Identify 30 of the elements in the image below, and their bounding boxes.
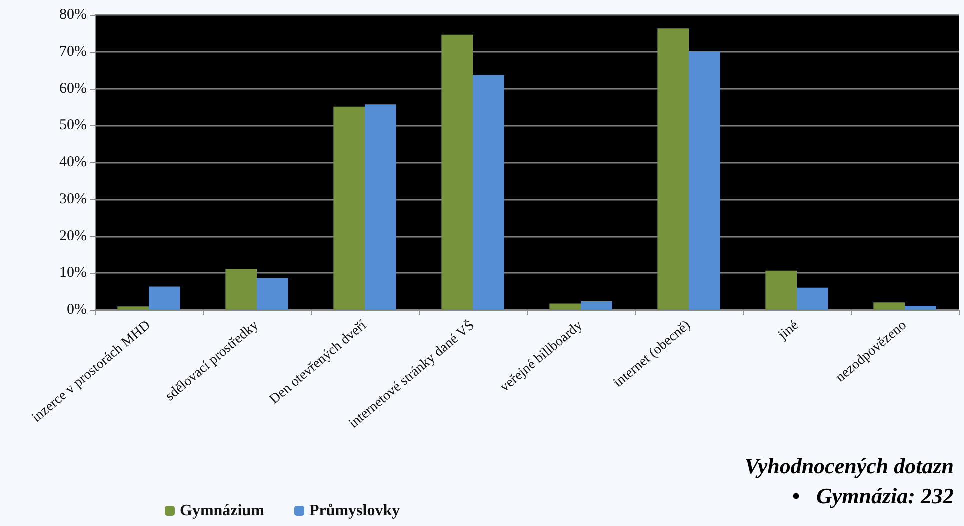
bar: [689, 52, 720, 310]
y-tick-label: 0%: [67, 302, 87, 318]
y-tick-label: 40%: [60, 154, 87, 170]
bar: [442, 34, 473, 310]
bar: [257, 278, 288, 310]
y-tick-label: 10%: [60, 265, 87, 282]
x-tick-label: jiné: [775, 318, 802, 344]
y-tick-label: 70%: [60, 44, 87, 60]
y-tick-label: 60%: [60, 80, 87, 97]
y-tick-label: 80%: [60, 7, 87, 23]
bar: [658, 28, 689, 310]
bar: [797, 288, 828, 310]
bar: [118, 306, 149, 310]
y-tick-label: 30%: [60, 191, 87, 208]
bar: [473, 75, 504, 310]
bar: [581, 302, 612, 310]
bar: [905, 306, 936, 310]
legend-label: Gymnázium: [180, 502, 266, 520]
bar: [334, 106, 365, 310]
y-tick-label: 50%: [60, 118, 87, 134]
bar: [149, 286, 180, 310]
y-tick-label: 20%: [60, 228, 87, 244]
bar: [226, 269, 257, 310]
bar: [550, 304, 581, 310]
legend-label: Průmyslovky: [309, 502, 400, 520]
bar: [365, 104, 396, 310]
text: Vyhodnocených dotazn: [744, 454, 954, 478]
bar: [874, 302, 905, 310]
text: • Gymnázia: 232: [792, 484, 954, 508]
bar: [766, 270, 797, 310]
